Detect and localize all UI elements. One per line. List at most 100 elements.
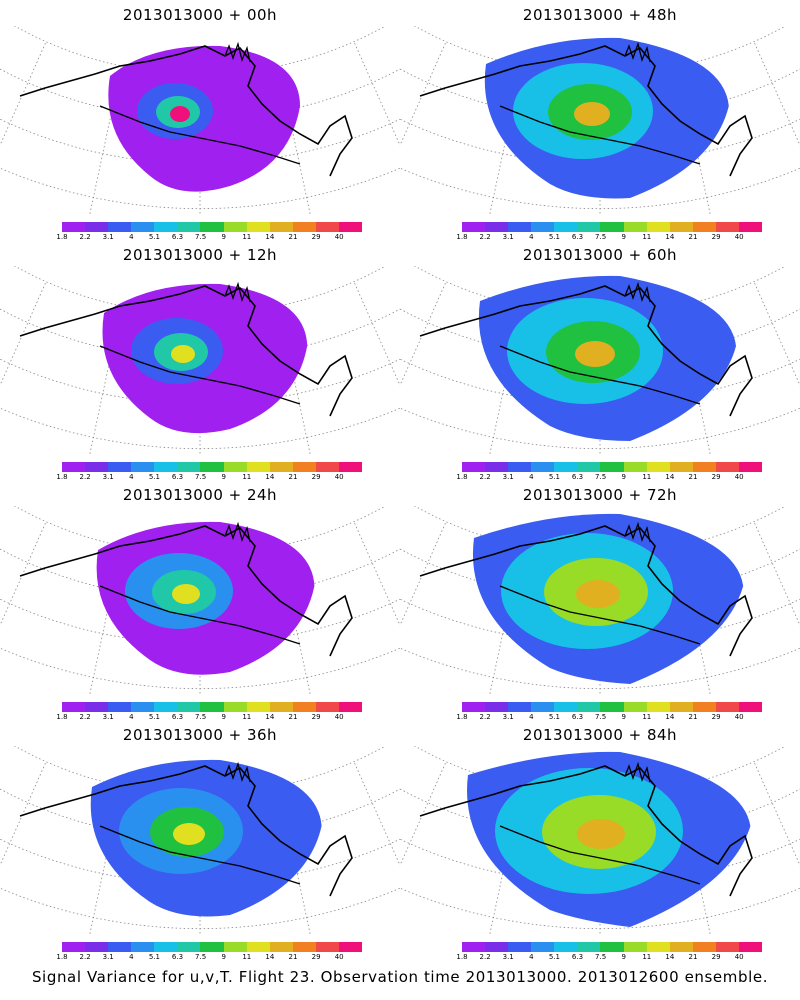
colorbar-tick-label: 2.2 bbox=[79, 713, 91, 721]
colorbar-tick-label: 5.1 bbox=[548, 233, 560, 241]
colorbar-segment bbox=[154, 222, 178, 232]
colorbar-tick-label: 4 bbox=[529, 473, 534, 481]
colorbar-segment bbox=[715, 702, 739, 712]
colorbar-tick-label: 29 bbox=[711, 233, 721, 241]
coastline bbox=[99, 585, 301, 645]
coastline bbox=[499, 105, 701, 165]
colorbar-tick-label: 5.1 bbox=[148, 233, 160, 241]
coastline bbox=[99, 105, 301, 165]
colorbar-tick-label: 11 bbox=[242, 233, 252, 241]
colorbar-segment bbox=[62, 462, 86, 472]
colorbar-tick-label: 9 bbox=[221, 233, 226, 241]
colorbar-tick-label: 29 bbox=[311, 473, 321, 481]
colorbar-tick-label: 3.1 bbox=[102, 233, 114, 241]
colorbar-segment bbox=[646, 942, 670, 952]
colorbar-tick-label: 29 bbox=[311, 953, 321, 961]
colorbar-segment bbox=[554, 942, 578, 952]
colorbar-segment bbox=[646, 702, 670, 712]
colorbar-segment bbox=[623, 462, 647, 472]
panel-title: 2013013000 + 24h bbox=[122, 486, 278, 504]
colorbar-segment bbox=[154, 462, 178, 472]
colorbar-tick-label: 7.5 bbox=[195, 953, 207, 961]
colorbar-segment bbox=[531, 702, 555, 712]
colorbar-segment bbox=[85, 702, 109, 712]
colorbar bbox=[62, 702, 363, 712]
colorbar-tick-label: 7.5 bbox=[595, 713, 607, 721]
islands bbox=[224, 281, 251, 303]
panel-title: 2013013000 + 00h bbox=[122, 6, 278, 24]
colorbar-tick-label: 4 bbox=[129, 713, 134, 721]
coastline bbox=[19, 285, 353, 417]
colorbar-tick-label: 6.3 bbox=[171, 473, 184, 481]
colorbar-segment bbox=[554, 222, 578, 232]
colorbar-tick-label: 7.5 bbox=[595, 953, 607, 961]
colorbar-tick-label: 2.2 bbox=[79, 233, 91, 241]
colorbar-tick-label: 11 bbox=[242, 953, 252, 961]
colorbar-segment bbox=[738, 702, 763, 712]
colorbar-tick-label: 4 bbox=[129, 953, 134, 961]
coastline bbox=[19, 525, 353, 657]
colorbar-tick-label: 9 bbox=[621, 233, 626, 241]
variance-map bbox=[400, 506, 800, 696]
colorbar-tick-label: 7.5 bbox=[195, 713, 207, 721]
variance-map bbox=[400, 266, 800, 456]
colorbar-tick-label: 5.1 bbox=[548, 953, 560, 961]
colorbar-tick-label: 1.8 bbox=[456, 473, 468, 481]
colorbar-segment bbox=[200, 222, 224, 232]
colorbar-segment bbox=[692, 702, 716, 712]
colorbar-tick-label: 5.1 bbox=[148, 953, 160, 961]
panel-title: 2013013000 + 60h bbox=[522, 246, 678, 264]
coastline bbox=[419, 285, 753, 417]
map-panel: 2013013000 + 12h 1.8 2.2 3.1 4 5.1 6.3 7.5 9 11 14… bbox=[0, 240, 400, 481]
variance-map bbox=[400, 746, 800, 936]
variance-peak bbox=[172, 584, 200, 604]
islands bbox=[224, 521, 251, 543]
colorbar-segment bbox=[85, 942, 109, 952]
islands bbox=[624, 281, 651, 303]
colorbar-tick-label: 14 bbox=[265, 713, 275, 721]
colorbar-segment bbox=[269, 222, 293, 232]
colorbar bbox=[62, 942, 363, 952]
figure-caption: Signal Variance for u,v,T. Flight 23. Ob… bbox=[31, 968, 769, 986]
colorbar-segment bbox=[531, 942, 555, 952]
colorbar-tick-label: 5.1 bbox=[548, 473, 560, 481]
colorbar-segment bbox=[338, 702, 363, 712]
colorbar-tick-label: 29 bbox=[711, 473, 721, 481]
colorbar-tick-label: 21 bbox=[288, 233, 298, 241]
map-panel: 2013013000 + 24h 1.8 2.2 3.1 4 5.1 6.3 7.5 9 11 14… bbox=[0, 480, 400, 721]
colorbar-tick-label: 3.1 bbox=[502, 713, 514, 721]
colorbar-segment bbox=[269, 462, 293, 472]
colorbar-tick-label: 6.3 bbox=[171, 953, 184, 961]
colorbar-segment bbox=[292, 942, 316, 952]
colorbar-segment bbox=[108, 222, 132, 232]
colorbar bbox=[462, 222, 763, 232]
map-panel: 2013013000 + 84h 1.8 2.2 3.1 4 5.1 6.3 7.5 9 11 14… bbox=[400, 720, 800, 961]
islands bbox=[624, 41, 651, 63]
colorbar-segment bbox=[669, 462, 693, 472]
colorbar-tick-label: 3.1 bbox=[102, 953, 114, 961]
colorbar-tick-label: 1.8 bbox=[56, 473, 68, 481]
colorbar-tick-label: 9 bbox=[221, 473, 226, 481]
colorbar-segment bbox=[223, 702, 247, 712]
coastline bbox=[19, 765, 353, 897]
colorbar-segment bbox=[108, 702, 132, 712]
variance-peak bbox=[574, 102, 610, 126]
colorbar-segment bbox=[269, 942, 293, 952]
colorbar-tick-label: 21 bbox=[688, 953, 698, 961]
colorbar-segment bbox=[600, 702, 624, 712]
colorbar-tick-label: 11 bbox=[242, 473, 252, 481]
coastline bbox=[499, 825, 701, 885]
colorbar-segment bbox=[338, 222, 363, 232]
colorbar-tick-label: 6.3 bbox=[171, 233, 184, 241]
colorbar-tick-label: 11 bbox=[642, 473, 652, 481]
colorbar-segment bbox=[600, 462, 624, 472]
map-panel: 2013013000 + 48h 1.8 2.2 3.1 4 5.1 6.3 7.5 9 11 14… bbox=[400, 0, 800, 241]
colorbar-tick-label: 29 bbox=[711, 953, 721, 961]
colorbar-segment bbox=[200, 942, 224, 952]
colorbar-segment bbox=[177, 462, 201, 472]
colorbar-segment bbox=[692, 462, 716, 472]
colorbar-segment bbox=[669, 702, 693, 712]
colorbar-tick-label: 1.8 bbox=[456, 713, 468, 721]
coastline bbox=[419, 765, 753, 897]
variance-map bbox=[0, 26, 400, 216]
